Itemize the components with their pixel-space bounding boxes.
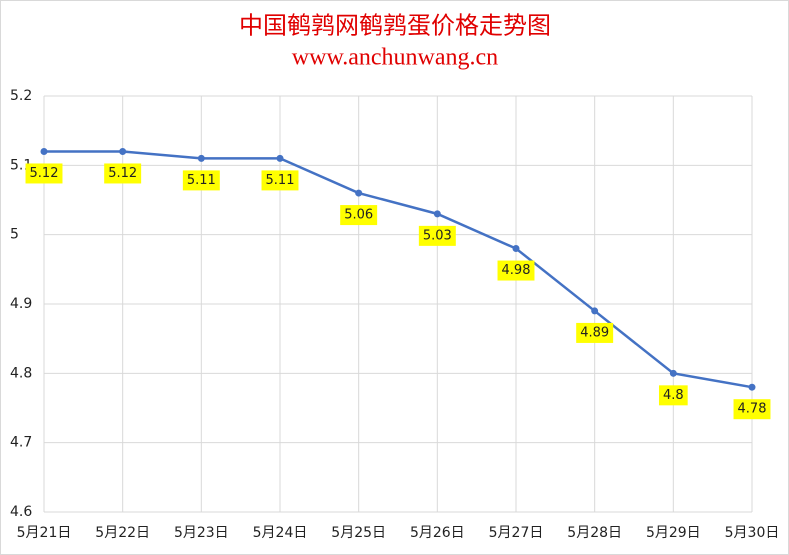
data-label-group: 5.11 bbox=[182, 170, 220, 191]
x-tick-label: 5月26日 bbox=[410, 525, 465, 541]
point bbox=[591, 307, 599, 315]
data-label-group: 5.06 bbox=[340, 205, 378, 226]
data-label-bg bbox=[340, 205, 378, 226]
point bbox=[276, 154, 284, 162]
y-tick-label: 4.8 bbox=[10, 365, 32, 381]
x-tick-label: 5月22日 bbox=[95, 525, 150, 541]
data-label-group: 5.03 bbox=[418, 225, 456, 246]
x-tick-label: 5月28日 bbox=[567, 525, 622, 541]
x-tick-label: 5月30日 bbox=[725, 525, 780, 541]
data-label: 5.06 bbox=[344, 208, 373, 223]
y-tick-label: 5.2 bbox=[10, 88, 32, 104]
point bbox=[197, 154, 205, 162]
data-label-group: 4.8 bbox=[658, 385, 688, 406]
data-label: 4.78 bbox=[738, 402, 767, 417]
data-label-group: 4.78 bbox=[733, 399, 771, 420]
y-tick-label: 4.6 bbox=[10, 504, 32, 520]
x-tick-label: 5月24日 bbox=[253, 525, 308, 541]
data-label: 5.03 bbox=[423, 228, 452, 243]
x-tick-label: 5月25日 bbox=[331, 525, 386, 541]
data-label-bg bbox=[182, 170, 220, 191]
point bbox=[355, 189, 363, 197]
data-label-bg bbox=[25, 163, 63, 184]
data-label: 5.11 bbox=[187, 173, 216, 188]
data-label: 5.12 bbox=[108, 166, 137, 181]
data-label: 4.89 bbox=[580, 325, 609, 340]
data-label-bg bbox=[261, 170, 299, 191]
data-label: 5.11 bbox=[266, 173, 295, 188]
x-tick-label: 5月21日 bbox=[17, 525, 72, 541]
data-label: 4.98 bbox=[502, 263, 531, 278]
chart-title: 中国鹌鹑网鹌鹑蛋价格走势图 bbox=[239, 12, 551, 40]
point bbox=[669, 369, 677, 377]
chart-subtitle: www.anchunwang.cn bbox=[292, 45, 498, 71]
data-label-bg bbox=[104, 163, 142, 184]
data-label-bg bbox=[733, 399, 771, 420]
point bbox=[433, 210, 441, 218]
x-tick-label: 5月27日 bbox=[489, 525, 544, 541]
point bbox=[512, 245, 520, 253]
data-label-bg bbox=[658, 385, 688, 406]
data-label-group: 5.12 bbox=[104, 163, 142, 184]
x-tick-label: 5月29日 bbox=[646, 525, 701, 541]
x-tick-label: 5月23日 bbox=[174, 525, 229, 541]
y-tick-label: 4.7 bbox=[10, 435, 32, 451]
point bbox=[40, 147, 48, 155]
data-label-group: 4.98 bbox=[497, 260, 535, 281]
data-label-group: 4.89 bbox=[576, 322, 614, 343]
data-label: 4.8 bbox=[663, 388, 684, 403]
y-tick-label: 4.9 bbox=[10, 296, 32, 312]
point bbox=[748, 383, 756, 391]
line bbox=[44, 150, 753, 389]
point bbox=[119, 147, 127, 155]
data-label: 5.12 bbox=[30, 166, 59, 181]
y-tick-label: 5 bbox=[10, 227, 19, 243]
data-label-bg bbox=[418, 225, 456, 246]
data-label-bg bbox=[576, 322, 614, 343]
data-label-group: 5.12 bbox=[25, 163, 63, 184]
data-label-bg bbox=[497, 260, 535, 281]
data-label-group: 5.11 bbox=[261, 170, 299, 191]
